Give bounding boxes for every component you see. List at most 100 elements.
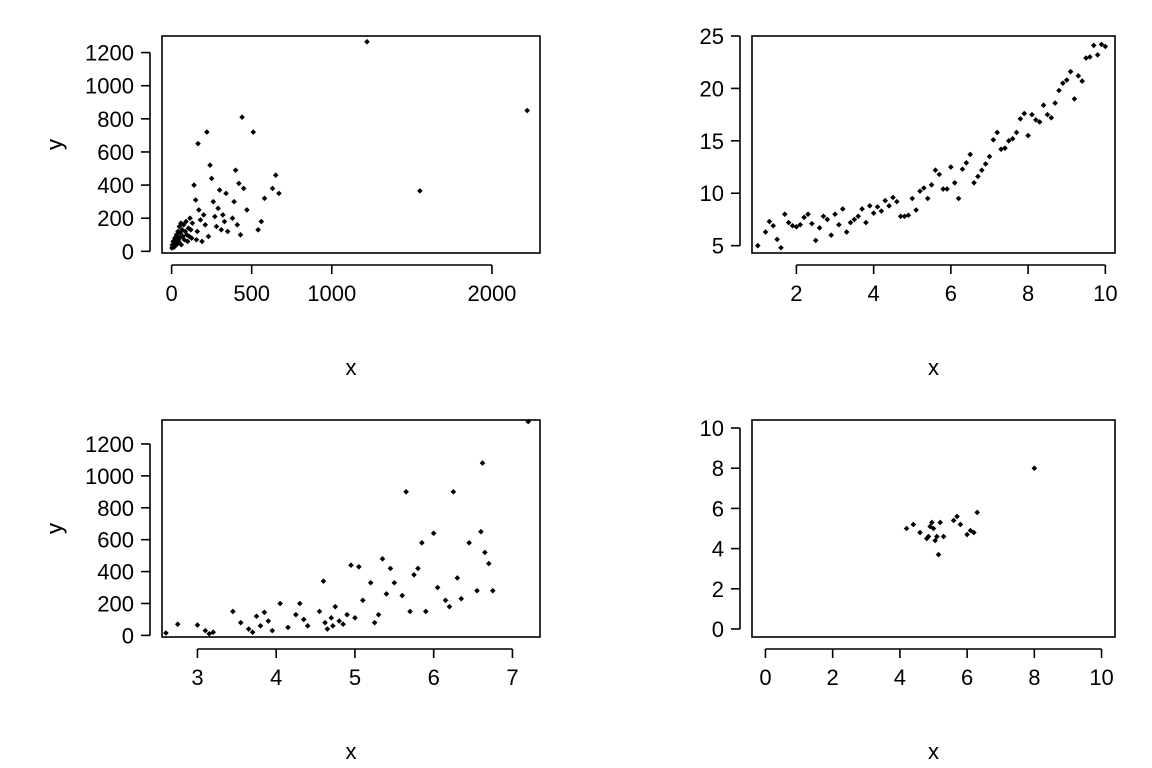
data-point (255, 227, 261, 233)
x-tick-label: 7 (506, 665, 518, 690)
data-point (925, 533, 932, 540)
data-point (954, 513, 960, 520)
data-point (964, 531, 970, 538)
data-point (230, 608, 236, 615)
data-point (197, 217, 204, 223)
data-point (360, 597, 366, 604)
data-point (913, 207, 919, 213)
data-point (936, 171, 943, 178)
data-point (1098, 41, 1105, 48)
data-point (172, 235, 178, 241)
data-point (193, 236, 200, 243)
x-axis-title: x (928, 739, 939, 764)
data-point (180, 233, 186, 240)
data-point (324, 626, 331, 632)
data-point (482, 549, 488, 556)
data-point (330, 623, 336, 629)
data-point (489, 587, 496, 594)
data-point (812, 237, 819, 244)
data-point (851, 216, 858, 223)
data-point (191, 182, 197, 188)
data-point (417, 188, 423, 194)
y-tick-label: 400 (97, 173, 134, 198)
data-point (300, 616, 307, 623)
data-point (1090, 42, 1097, 49)
data-point (340, 621, 346, 628)
data-point (903, 525, 910, 532)
data-point (383, 591, 390, 597)
data-points (163, 418, 531, 637)
data-point (237, 619, 244, 626)
data-point (974, 509, 980, 516)
data-point (387, 565, 394, 572)
data-points (903, 465, 1038, 558)
data-point (185, 225, 192, 231)
data-point (181, 236, 188, 243)
data-point (180, 222, 187, 228)
data-point (419, 540, 425, 546)
data-point (1048, 114, 1055, 121)
data-point (905, 212, 912, 219)
x-tick-label: 6 (428, 665, 440, 690)
data-point (215, 205, 221, 212)
data-point (924, 195, 931, 202)
data-point (434, 584, 441, 591)
data-point (890, 194, 896, 201)
data-point (407, 608, 413, 615)
data-point (265, 618, 272, 624)
data-point (195, 140, 201, 147)
y-tick-label: 0 (122, 239, 134, 264)
data-point (951, 179, 958, 186)
data-point (855, 213, 861, 220)
data-point (932, 537, 938, 544)
data-point (774, 236, 780, 243)
data-point (994, 129, 1001, 136)
data-point (797, 221, 804, 228)
data-point (367, 579, 374, 586)
data-point (411, 571, 417, 578)
x-tick-label: 4 (270, 665, 282, 690)
data-point (940, 186, 946, 192)
scatterplot-panel-3: 3 4 5 6 7 0 200 400 600 800 1000 1200 x y (42, 418, 541, 764)
data-point (793, 223, 800, 230)
data-point (187, 215, 193, 222)
data-point (322, 619, 328, 626)
plot-frame (751, 419, 1116, 638)
data-point (184, 238, 191, 245)
data-point (170, 238, 177, 245)
data-point (801, 214, 807, 221)
y-tick-label: 200 (97, 591, 134, 616)
data-point (223, 190, 229, 197)
data-point (450, 489, 457, 495)
y-tick-label: 5 (712, 234, 724, 259)
data-point (189, 220, 196, 226)
data-point (202, 627, 209, 634)
data-point (785, 219, 792, 226)
data-point (207, 162, 213, 169)
y-tick-label: 600 (97, 140, 134, 165)
data-point (816, 225, 823, 231)
data-point (258, 218, 265, 225)
data-point (930, 525, 937, 532)
x-axis-title: x (928, 355, 939, 380)
x-tick-label: 4 (868, 281, 880, 306)
y-tick-label: 600 (97, 528, 134, 553)
data-point (204, 129, 210, 135)
x-tick-label: 0 (759, 665, 771, 690)
data-point (805, 211, 811, 218)
data-point (897, 213, 904, 220)
data-point (430, 530, 437, 537)
y-tick-label: 200 (97, 206, 134, 231)
data-point (921, 185, 927, 191)
data-point (963, 160, 970, 166)
y-tick-label: 6 (712, 496, 724, 521)
data-point (285, 624, 291, 631)
data-point (1056, 87, 1062, 94)
data-point (253, 613, 260, 620)
data-point (1040, 102, 1047, 108)
data-point (967, 151, 973, 158)
data-point (1102, 43, 1109, 50)
x-tick-label: 2000 (467, 281, 516, 306)
data-point (231, 198, 237, 205)
data-point (878, 208, 885, 214)
